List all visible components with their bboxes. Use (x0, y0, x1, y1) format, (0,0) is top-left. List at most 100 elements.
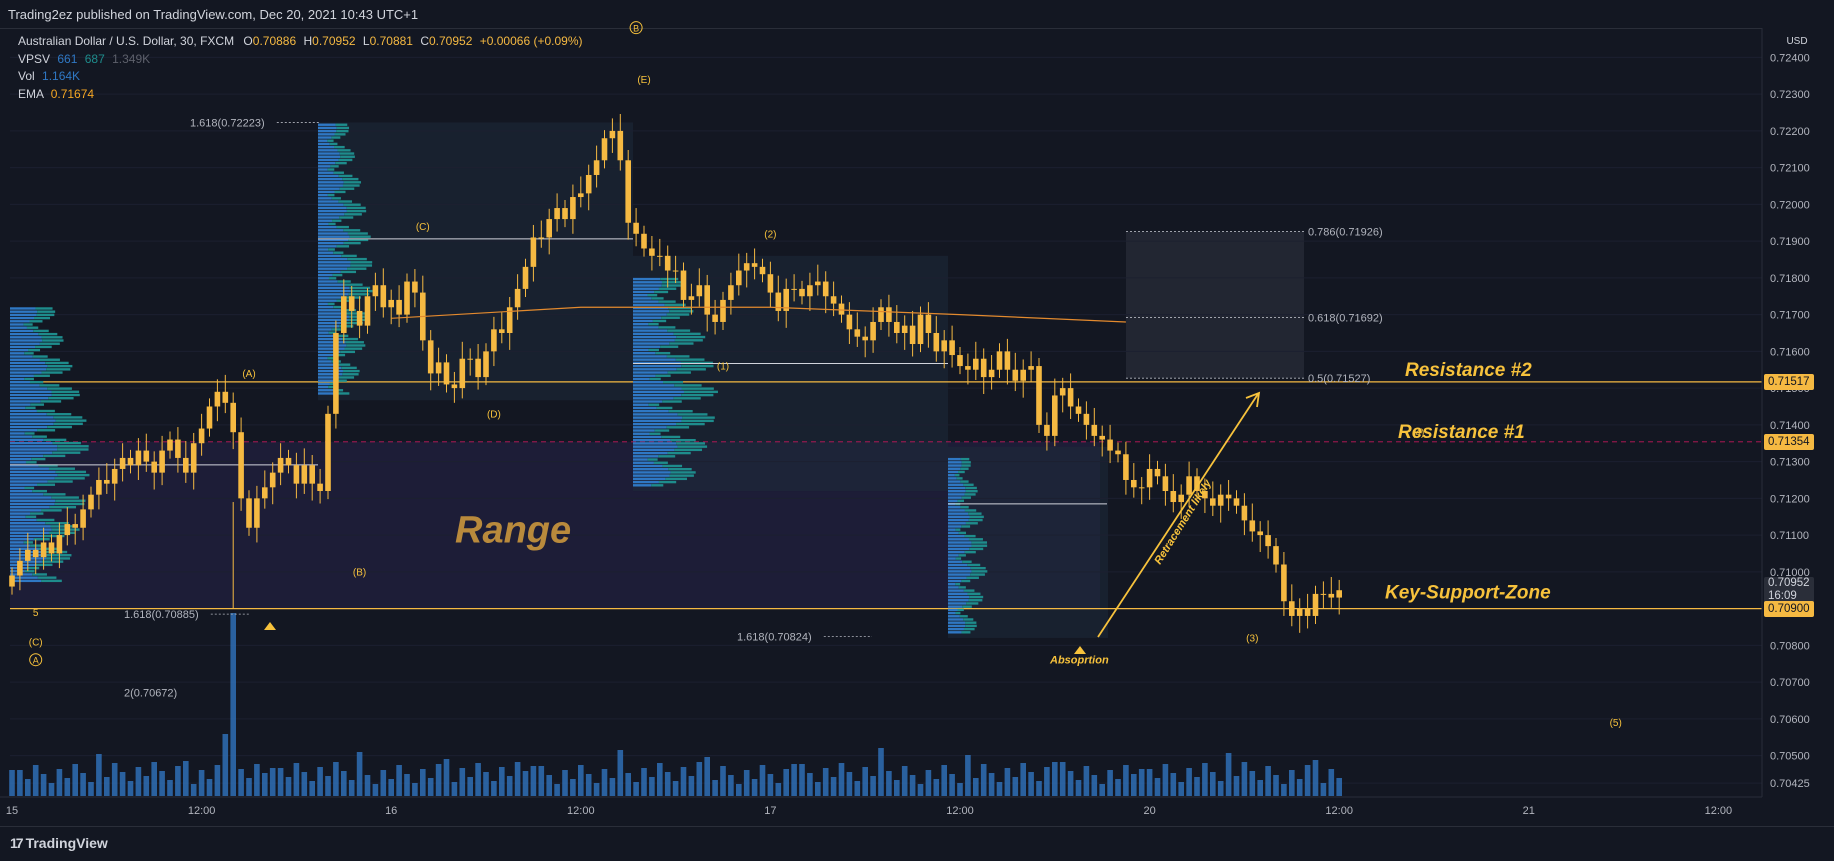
volume-profile-bar (633, 474, 670, 477)
volume-bar (380, 770, 387, 796)
candle-body (933, 332, 940, 352)
volume-profile-bar (633, 435, 662, 439)
volume-profile-bar (969, 595, 984, 599)
volume-profile-bar (350, 264, 373, 267)
volume-profile-bar (318, 302, 328, 306)
volume-profile-bar (633, 400, 663, 403)
volume-profile-bar (10, 316, 35, 320)
candle-body (1328, 593, 1335, 598)
volume-profile-bar (328, 331, 336, 334)
candle-body (1273, 546, 1279, 565)
volume-profile-bar (660, 345, 679, 348)
volume-profile-bar (41, 579, 62, 583)
volume-profile-bar (968, 512, 982, 515)
time-tick: 12:00 (1705, 805, 1733, 817)
legend-vol-row[interactable]: Vol 1.164K (18, 68, 582, 86)
volume-profile-bar (967, 592, 981, 596)
candle-body (238, 432, 244, 499)
volume-profile-bar (658, 300, 676, 303)
volume-profile-bar (10, 525, 51, 528)
candle-body (1265, 535, 1271, 547)
volume-bar (901, 766, 908, 796)
volume-profile-bar (661, 316, 680, 319)
volume-profile-bar (10, 406, 26, 410)
volume-profile-bar (633, 406, 657, 410)
volume-profile-bar (332, 219, 342, 222)
volume-profile-bar (47, 480, 73, 483)
volume-profile-bar (318, 379, 336, 382)
legend-change: +0.00066 (+0.09%) (479, 34, 583, 48)
volume-bar (1273, 775, 1279, 796)
volume-profile-bar (948, 570, 972, 573)
volume-bar (846, 772, 853, 796)
volume-bar (435, 764, 442, 796)
volume-bar (1320, 783, 1327, 796)
candle-body (1170, 491, 1177, 503)
price-tick: 0.71900 (1770, 236, 1810, 248)
volume-profile-bar (948, 589, 964, 592)
volume-bar (214, 765, 221, 796)
volume-profile-bar (342, 184, 360, 187)
volume-profile-bar (948, 627, 964, 631)
candle-body (901, 325, 908, 333)
volume-bar (443, 759, 450, 796)
volume-profile-bar (948, 528, 956, 531)
volume-profile-bar (318, 312, 347, 315)
tradingview-logo[interactable]: 17 TradingView (10, 835, 108, 851)
volume-profile-bar (633, 306, 669, 310)
volume-profile-bar (963, 627, 975, 631)
legend-ema-row[interactable]: EMA 0.71674 (18, 86, 582, 104)
volume-profile-bar (660, 277, 679, 281)
volume-profile-bar (633, 416, 683, 419)
volume-profile-bar (633, 303, 665, 307)
volume-profile-bar (33, 329, 49, 333)
volume-profile-bar (948, 595, 970, 599)
candle-body (443, 362, 450, 385)
price-tick: 0.71000 (1770, 567, 1810, 579)
volume-profile-bar (57, 473, 90, 477)
candle-body (672, 270, 679, 272)
volume-bar (293, 763, 300, 796)
volume-profile-bar (10, 496, 52, 499)
price-tick: 0.72100 (1770, 163, 1810, 175)
volume-profile-bar (961, 579, 971, 583)
candle-body (807, 285, 813, 297)
volume-profile-bar (318, 155, 341, 158)
volume-profile-bar (10, 320, 30, 323)
volume-profile-bar (318, 213, 345, 216)
candle-body (1210, 498, 1216, 506)
volume-bar (704, 757, 710, 796)
volume-profile-bar (633, 426, 667, 429)
time-tick: 17 (764, 805, 776, 817)
volume-profile-bar (318, 219, 333, 222)
volume-profile-bar (318, 238, 349, 242)
volume-profile-bar (318, 161, 336, 165)
volume-profile-bar (318, 190, 335, 194)
volume-bar (696, 762, 703, 796)
volume-bar (451, 782, 458, 796)
volume-profile-bar (948, 621, 966, 624)
candle-body (348, 296, 355, 311)
volume-profile-bar (37, 483, 56, 486)
volume-bar (1281, 784, 1287, 796)
volume-profile-bar (45, 521, 69, 525)
price-tick: 0.72300 (1770, 89, 1810, 101)
legend-vol-label: Vol (18, 69, 35, 83)
volume-profile-bar (954, 473, 960, 477)
volume-profile-bar (10, 310, 38, 313)
volume-profile-bar (966, 602, 979, 605)
volume-profile-bar (54, 477, 85, 480)
volume-profile-bar (10, 419, 56, 422)
candle-body (570, 197, 576, 220)
candle-body (688, 296, 695, 300)
volume-profile-bar (965, 522, 978, 525)
candle-body (728, 285, 734, 300)
volume-profile-bar (10, 374, 34, 377)
candle-body (854, 329, 861, 337)
volume-profile-bar (318, 328, 332, 331)
volume-profile-bar (955, 557, 962, 560)
legend-vpsv-row[interactable]: VPSV 661 687 1.349K (18, 51, 582, 69)
volume-profile-bar (318, 187, 340, 190)
volume-profile-bar (10, 390, 52, 393)
